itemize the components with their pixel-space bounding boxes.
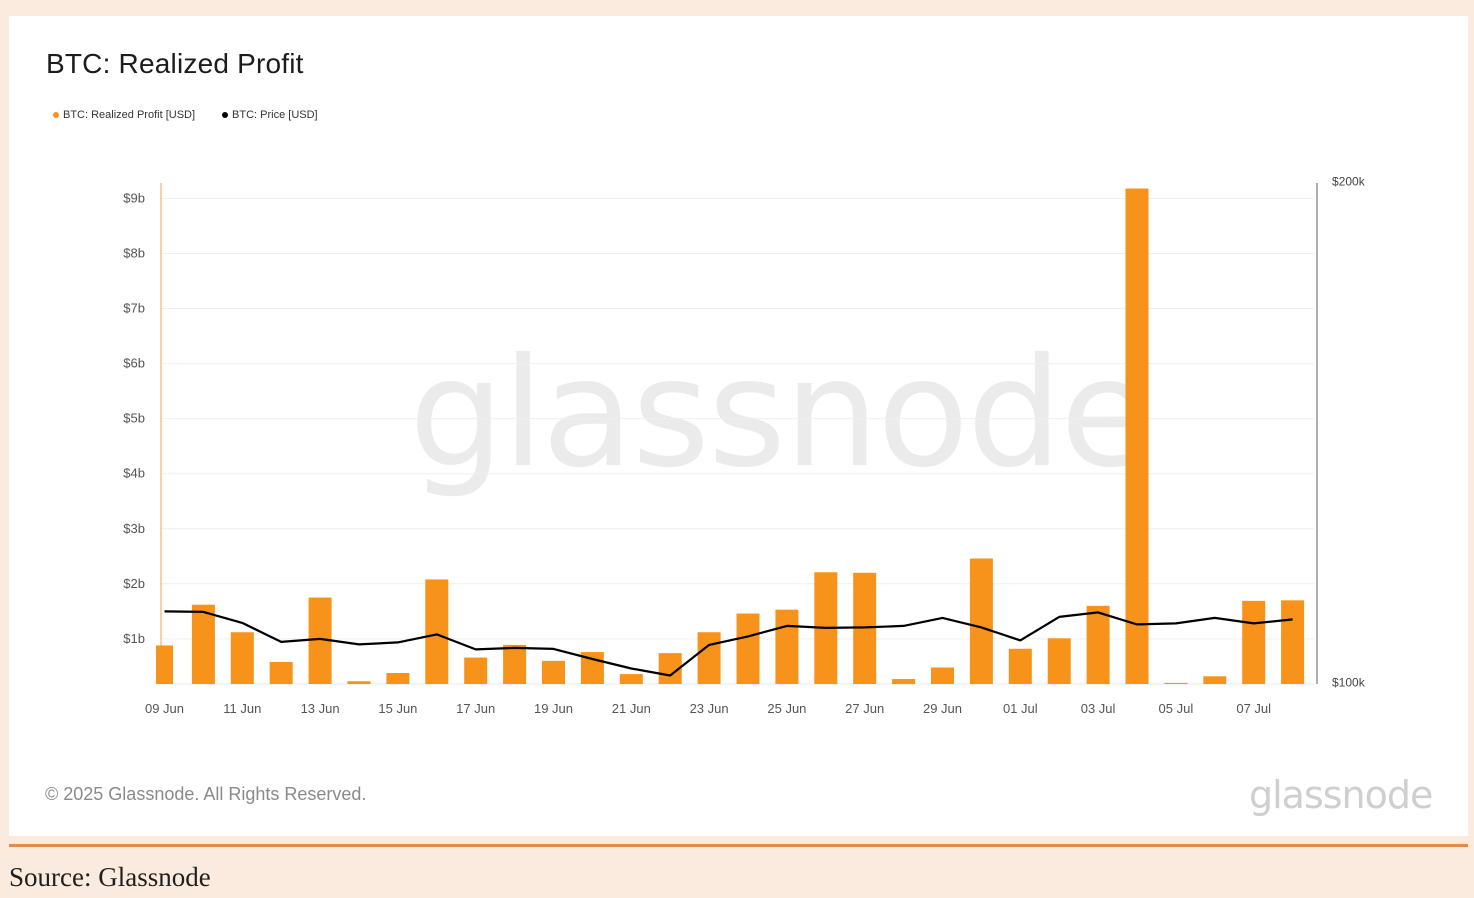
y-tick-label: $8b — [123, 246, 145, 261]
profit-bar — [1164, 682, 1188, 684]
price-line — [164, 610, 1293, 677]
glassnode-logo: glassnode — [1249, 773, 1433, 817]
y-tick-label: $5b — [123, 411, 145, 426]
profit-bar — [425, 579, 449, 684]
profit-bar — [156, 645, 173, 684]
x-tick-label: 27 Jun — [845, 701, 884, 716]
x-tick-label: 21 Jun — [612, 701, 651, 716]
x-tick-label: 15 Jun — [378, 701, 417, 716]
y-tick-label: $2b — [123, 576, 145, 591]
profit-bar — [1203, 676, 1227, 684]
x-tick-label: 11 Jun — [223, 701, 261, 716]
profit-bar — [931, 667, 954, 684]
profit-bar — [697, 632, 721, 684]
y-right-tick-label: $100k — [1332, 676, 1366, 690]
profit-bar — [503, 644, 527, 684]
copyright-notice: © 2025 Glassnode. All Rights Reserved. — [45, 784, 367, 804]
x-tick-label: 17 Jun — [456, 701, 495, 716]
profit-bar — [1125, 188, 1149, 684]
x-tick-label: 13 Jun — [301, 701, 340, 716]
y-tick-label: $7b — [123, 301, 145, 316]
legend-marker-icon — [53, 112, 59, 118]
legend-label: BTC: Realized Profit [USD] — [63, 109, 196, 121]
profit-bar — [1281, 600, 1305, 684]
legend-item[interactable]: BTC: Price [USD] — [222, 109, 318, 121]
x-tick-label: 07 Jul — [1236, 701, 1271, 716]
y-tick-label: $6b — [123, 356, 145, 371]
x-tick-label: 19 Jun — [534, 701, 573, 716]
profit-bar — [969, 558, 993, 684]
profit-bar — [619, 674, 643, 684]
y-tick-label: $3b — [123, 521, 145, 536]
source-caption: Source: Glassnode — [9, 862, 211, 892]
x-tick-label: 29 Jun — [923, 701, 962, 716]
profit-bar — [1008, 648, 1032, 684]
profit-bar — [230, 632, 254, 684]
y-tick-label: $1b — [123, 631, 145, 646]
profit-bar — [191, 604, 215, 684]
profit-bar — [386, 672, 410, 684]
x-tick-label: 09 Jun — [145, 701, 184, 716]
y-right-tick-label: $200k — [1332, 175, 1366, 189]
profit-bar — [1086, 605, 1110, 684]
y-tick-label: $9b — [123, 190, 145, 205]
x-tick-label: 23 Jun — [690, 701, 729, 716]
x-tick-label: 03 Jul — [1081, 701, 1116, 716]
profit-bar — [1242, 600, 1266, 684]
profit-bar — [775, 609, 799, 684]
profit-bar — [542, 660, 565, 684]
x-tick-label: 01 Jul — [1003, 701, 1038, 716]
x-tick-label: 25 Jun — [767, 701, 806, 716]
profit-bar — [347, 681, 371, 684]
profit-bar — [892, 679, 916, 684]
legend-item[interactable]: BTC: Realized Profit [USD] — [53, 109, 195, 121]
profit-bar — [308, 597, 332, 684]
profit-bar — [736, 613, 760, 684]
chart-title: BTC: Realized Profit — [46, 48, 304, 79]
profit-bar — [1047, 638, 1071, 684]
profit-bar — [269, 661, 293, 684]
legend-marker-icon — [222, 112, 229, 118]
legend-label: BTC: Price [USD] — [232, 109, 318, 121]
chart-plot: $1b $2b $3b $4b $5b $6b $7b $8b $9b $100k $200k 09 … — [123, 175, 1366, 717]
footer-divider — [9, 844, 1468, 847]
profit-bar — [464, 657, 488, 684]
chart-card: glassnode BTC: Realized Profit BTC: Real… — [9, 16, 1468, 836]
x-tick-label: 05 Jul — [1159, 701, 1194, 716]
y-tick-label: $4b — [123, 466, 145, 481]
chart-legend: BTC: Realized Profit [USD] BTC: Price [US… — [53, 108, 345, 122]
profit-bar — [658, 653, 682, 684]
